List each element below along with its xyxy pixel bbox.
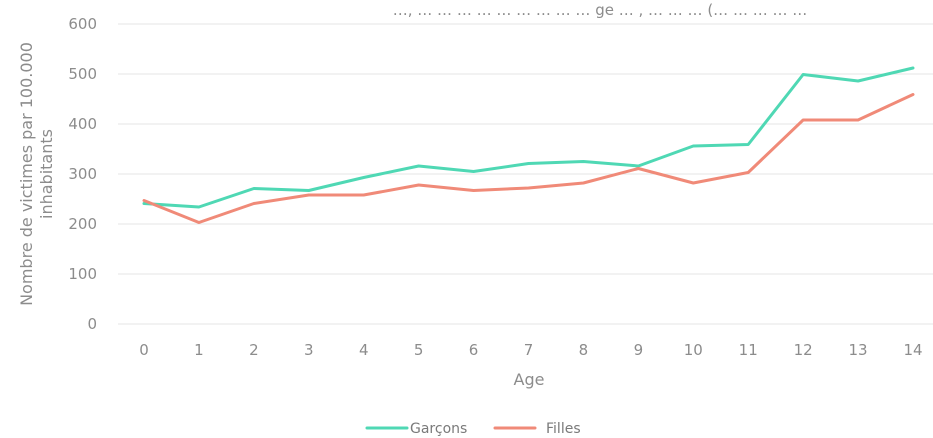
x-axis-ticks: 0 1 2 3 4 5 6 7 8 9 10 11 12 13 14: [139, 341, 922, 359]
y-tick-label: 0: [87, 315, 97, 333]
x-axis-title: Age: [514, 370, 545, 389]
legend-label: Garçons: [410, 421, 467, 437]
x-tick-label: 0: [139, 341, 149, 359]
x-tick-label: 6: [469, 341, 479, 359]
y-axis-ticks: 0 100 200 300 400 500 600: [68, 15, 97, 333]
series-layer: [142, 66, 915, 224]
y-tick-label: 300: [68, 165, 97, 183]
x-tick-label: 4: [359, 341, 369, 359]
x-tick-label: 5: [414, 341, 424, 359]
legend[interactable]: Garçons Filles: [365, 421, 581, 437]
x-tick-label: 10: [684, 341, 703, 359]
y-axis-title-text: Nombre de victimes par 100.000inhabitant…: [17, 42, 56, 306]
x-tick-label: 7: [524, 341, 534, 359]
x-tick-label: 12: [794, 341, 813, 359]
x-tick-label: 2: [249, 341, 259, 359]
x-tick-label: 3: [304, 341, 314, 359]
chart-title: …, … … … … … … … … … ge … , … … … (… … ……: [393, 1, 808, 19]
y-tick-label: 200: [68, 215, 97, 233]
series-line-garcons: [142, 66, 915, 209]
x-tick-label: 1: [194, 341, 204, 359]
legend-label: Filles: [546, 421, 581, 437]
y-axis-title: Nombre de victimes par 100.000inhabitant…: [17, 42, 56, 306]
x-tick-label: 13: [849, 341, 868, 359]
x-tick-label: 9: [634, 341, 644, 359]
y-axis-title-line-1: Nombre de victimes par 100.000: [17, 42, 36, 306]
y-tick-label: 600: [68, 15, 97, 33]
grid-layer: [118, 23, 933, 325]
y-axis-title-line-2: inhabitants: [37, 129, 56, 219]
series-line-filles: [142, 93, 915, 224]
x-tick-label: 14: [903, 341, 922, 359]
x-tick-label: 11: [739, 341, 758, 359]
y-tick-label: 500: [68, 65, 97, 83]
y-tick-label: 100: [68, 265, 97, 283]
x-tick-label: 8: [579, 341, 589, 359]
legend-item-1[interactable]: Filles: [493, 421, 581, 437]
y-tick-label: 400: [68, 115, 97, 133]
legend-item-0[interactable]: Garçons: [365, 421, 467, 437]
